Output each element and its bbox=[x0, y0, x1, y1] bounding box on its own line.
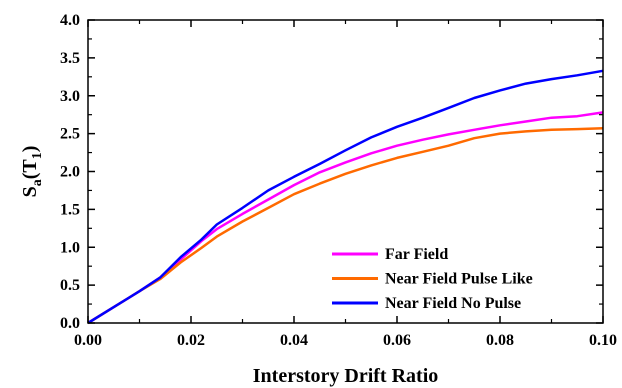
legend-label: Far Field bbox=[385, 246, 448, 263]
legend: Far Field Near Field Pulse Like Near Field… bbox=[332, 246, 533, 312]
x-tick-label: 0.10 bbox=[589, 332, 617, 349]
y-tick-label: 3.0 bbox=[60, 88, 80, 105]
plot-content bbox=[87, 69, 604, 325]
y-tick-label: 4.0 bbox=[60, 12, 80, 29]
y-tick-label: 2.5 bbox=[60, 126, 80, 143]
y-axis-title-mid: (T bbox=[19, 159, 41, 180]
y-tick-label: 0.0 bbox=[60, 315, 80, 332]
series-line-1 bbox=[87, 127, 604, 325]
y-tick-label: 3.5 bbox=[60, 50, 80, 67]
y-axis-title-main: S bbox=[19, 186, 41, 197]
series-line-0 bbox=[87, 111, 604, 325]
y-axis-title-sub2: 1 bbox=[30, 152, 45, 159]
y-axis-title: Sa(T1) bbox=[19, 146, 45, 198]
y-axis-title-end: ) bbox=[19, 146, 41, 153]
series-line-2 bbox=[87, 69, 604, 325]
x-tick-label: 0.06 bbox=[383, 332, 411, 349]
axes-ticks: 0.00 0.02 0.04 0.06 0.08 0.10 0.0 0.5 1.0 1.5 2.0 2… bbox=[60, 12, 617, 349]
x-tick-label: 0.00 bbox=[74, 332, 102, 349]
y-tick-label: 1.5 bbox=[60, 201, 80, 218]
x-axis-title: Interstory Drift Ratio bbox=[253, 365, 439, 387]
x-tick-label: 0.02 bbox=[177, 332, 205, 349]
y-tick-label: 1.0 bbox=[60, 239, 80, 256]
y-tick-label: 0.5 bbox=[60, 277, 80, 294]
x-tick-label: 0.04 bbox=[280, 332, 308, 349]
legend-label: Near Field Pulse Like bbox=[385, 271, 533, 288]
x-tick-label: 0.08 bbox=[486, 332, 514, 349]
legend-label: Near Field No Pulse bbox=[385, 295, 521, 312]
y-axis-title-sub1: a bbox=[30, 179, 45, 186]
y-tick-label: 2.0 bbox=[60, 164, 80, 181]
